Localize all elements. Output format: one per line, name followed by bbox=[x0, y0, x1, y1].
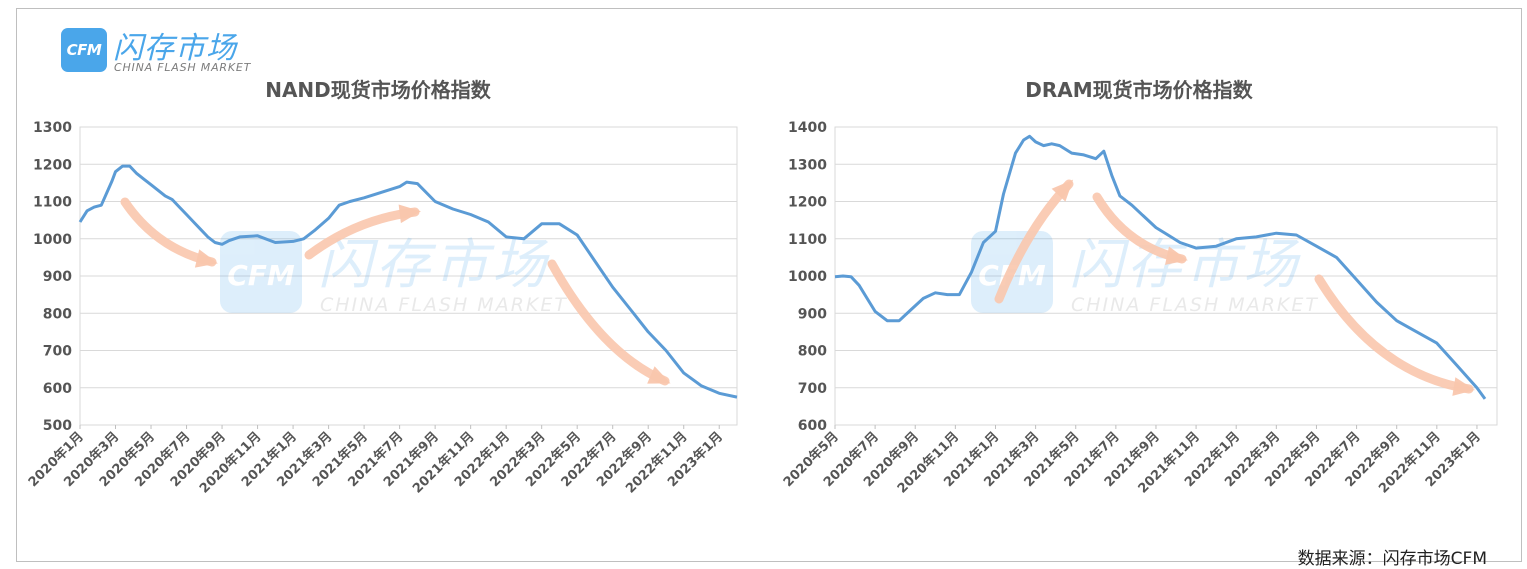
series-line-1 bbox=[78, 164, 738, 399]
charts-canvas: NAND现货市场价格指数 500 600 700 800 900 1000 1100 1200 1… bbox=[25, 78, 1498, 497]
logo-name-cn: 闪存市场 bbox=[113, 31, 237, 66]
y-tick-label: 1200 bbox=[33, 157, 72, 173]
y-tick-label: 1400 bbox=[788, 120, 827, 136]
watermark-badge-text: CFM bbox=[227, 259, 295, 292]
data-source-note: 数据来源：闪存市场CFM bbox=[1297, 549, 1487, 569]
trend-arrow-head bbox=[647, 366, 671, 384]
y-tick-label: 1100 bbox=[788, 232, 827, 248]
y-tick-label: 1100 bbox=[33, 195, 72, 211]
y-tick-label: 900 bbox=[43, 269, 72, 285]
trend-arrow-head bbox=[1165, 246, 1188, 265]
y-tick-label: 1000 bbox=[788, 269, 827, 285]
y-tick-label: 1200 bbox=[788, 195, 827, 211]
watermark-name-en: CHINA FLASH MARKET bbox=[320, 294, 568, 316]
chart-2: DRAM现货市场价格指数 600 700 800 900 1000 1100 1200 1300… bbox=[780, 78, 1498, 497]
x-tick-label: 2022年11月 bbox=[622, 429, 690, 497]
x-tick-label: 2021年11月 bbox=[409, 429, 477, 497]
trend-arrow-head bbox=[1051, 179, 1074, 202]
y-tick-label: 1300 bbox=[33, 120, 72, 136]
y-tick-label: 900 bbox=[798, 306, 827, 322]
logo-name-en: CHINA FLASH MARKET bbox=[114, 61, 252, 74]
watermark-badge bbox=[220, 231, 302, 313]
y-tick-label: 700 bbox=[798, 381, 827, 397]
y-tick-label: 800 bbox=[43, 306, 72, 322]
y-tick-label: 600 bbox=[798, 418, 827, 434]
watermark-name-cn: 闪存市场 bbox=[318, 233, 550, 296]
trend-arrow-head bbox=[398, 204, 421, 224]
y-tick-label: 1300 bbox=[788, 157, 827, 173]
series-line-1 bbox=[834, 134, 1487, 400]
y-tick-label: 700 bbox=[43, 344, 72, 360]
trend-arrow-3 bbox=[1314, 274, 1474, 394]
chart-1: NAND现货市场价格指数 500 600 700 800 900 1000 1100 1200 1… bbox=[25, 78, 738, 497]
cfm-logo: CFM 闪存市场 CHINA FLASH MARKET bbox=[61, 25, 271, 74]
trend-arrow-head bbox=[194, 249, 218, 268]
chart-title: DRAM现货市场价格指数 bbox=[1025, 78, 1253, 102]
y-tick-label: 1000 bbox=[33, 232, 72, 248]
y-tick-label: 800 bbox=[798, 344, 827, 360]
chart-panel: CFM 闪存市场 CHINA FLASH MARKET NAND现货市场价格指数… bbox=[16, 8, 1522, 569]
watermark-name-cn: 闪存市场 bbox=[1069, 233, 1301, 296]
y-tick-label: 500 bbox=[43, 418, 72, 434]
watermark-name-en: CHINA FLASH MARKET bbox=[1071, 294, 1319, 316]
x-tick-label: 2020年11月 bbox=[196, 429, 264, 497]
trend-arrow-3 bbox=[547, 259, 670, 386]
y-tick-label: 600 bbox=[43, 381, 72, 397]
cfm-badge: CFM bbox=[61, 28, 107, 72]
trend-arrow-head bbox=[1452, 377, 1475, 396]
chart-title: NAND现货市场价格指数 bbox=[265, 78, 492, 102]
